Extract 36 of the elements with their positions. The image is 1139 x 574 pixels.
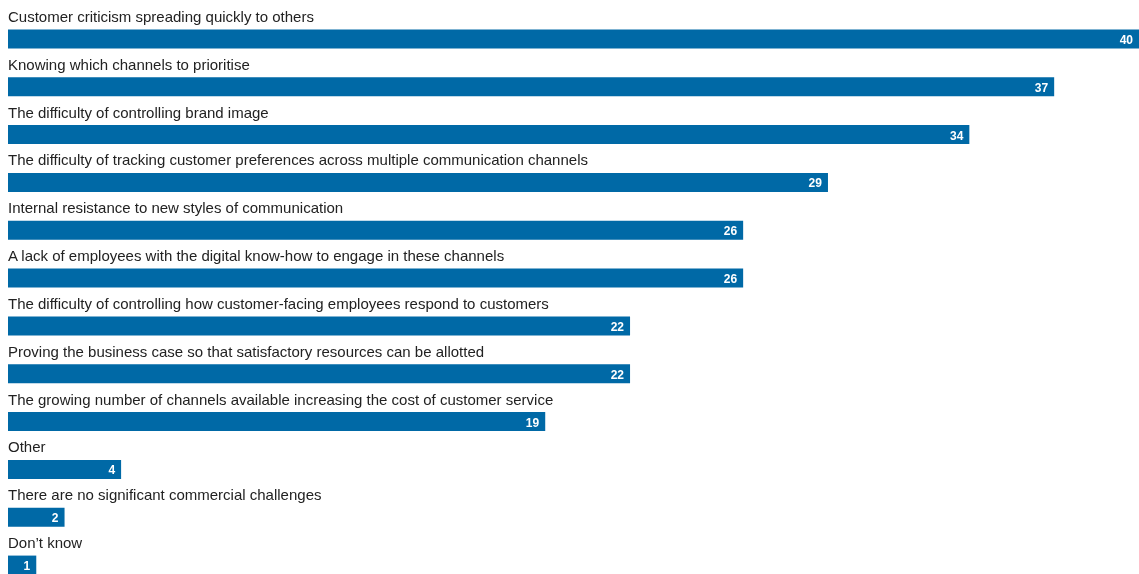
y-tick-label: Proving the business case so that satisfactory resources can be allotted [8, 342, 485, 360]
data-label: 19 [525, 415, 540, 430]
data-label: 37 [1034, 80, 1049, 95]
y-tick-label: The difficulty of controlling how customer-facing employees respond to customers [8, 294, 549, 312]
y-tick-label: The difficulty of controlling brand image [8, 103, 269, 121]
bar [8, 364, 631, 384]
y-tick-label: Don’t know [8, 534, 83, 552]
bar [8, 507, 65, 527]
data-label: 2 [51, 511, 59, 526]
bar [8, 316, 631, 336]
data-label: 26 [723, 272, 738, 287]
bar [8, 125, 970, 145]
data-label: 22 [610, 367, 625, 382]
y-tick-label: The difficulty of tracking customer preferences across multiple communication channels [8, 151, 588, 169]
y-tick-label: A lack of employees with the digital know-how to engage in these channels [8, 247, 505, 265]
data-label: 26 [723, 224, 738, 239]
data-label: 29 [808, 176, 823, 191]
data-label: 34 [949, 128, 964, 143]
y-tick-label: Customer criticism spreading quickly to others [8, 7, 314, 25]
bar [8, 412, 546, 432]
bar [8, 220, 744, 240]
y-tick-label: The growing number of channels available increasing the cost of customer service [8, 390, 554, 408]
y-tick-label: Other [8, 438, 46, 456]
data-label: 22 [610, 319, 625, 334]
bar [8, 29, 1139, 49]
data-label: 40 [1119, 32, 1134, 47]
bar [8, 77, 1055, 97]
bar [8, 555, 37, 574]
bar [8, 172, 828, 192]
data-label: 1 [23, 559, 31, 574]
y-tick-label: Knowing which channels to prioritise [8, 55, 250, 73]
bar [8, 459, 122, 479]
data-label: 4 [108, 463, 116, 478]
y-tick-label: There are no significant commercial challenges [8, 486, 322, 504]
y-tick-label: Internal resistance to new styles of communication [8, 199, 344, 217]
bar [8, 268, 744, 288]
